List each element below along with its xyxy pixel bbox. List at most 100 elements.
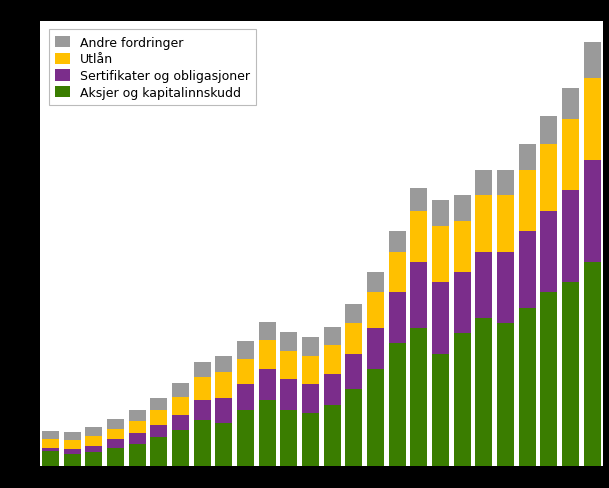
Bar: [562, 283, 579, 466]
Bar: [583, 262, 600, 466]
Bar: [497, 324, 514, 466]
Bar: [432, 226, 449, 283]
Bar: [63, 448, 80, 454]
Bar: [107, 440, 124, 447]
Bar: [128, 444, 146, 466]
Bar: [454, 222, 471, 272]
Bar: [583, 79, 600, 160]
Bar: [323, 374, 340, 405]
Bar: [280, 379, 297, 410]
Bar: [172, 415, 189, 430]
Bar: [410, 211, 427, 262]
Bar: [216, 423, 232, 466]
Bar: [237, 385, 254, 410]
Bar: [280, 410, 297, 466]
Bar: [410, 262, 427, 328]
Bar: [150, 398, 167, 410]
Bar: [302, 356, 319, 385]
Bar: [583, 43, 600, 79]
Bar: [345, 354, 362, 389]
Bar: [367, 293, 384, 328]
Bar: [237, 342, 254, 359]
Bar: [172, 384, 189, 397]
Bar: [345, 304, 362, 324]
Bar: [63, 432, 80, 441]
Bar: [128, 421, 146, 433]
Bar: [475, 196, 492, 252]
Legend: Andre fordringer, Utlån, Sertifikater og obligasjoner, Aksjer og kapitalinnskudd: Andre fordringer, Utlån, Sertifikater og…: [49, 30, 256, 106]
Bar: [194, 400, 211, 420]
Bar: [237, 410, 254, 466]
Bar: [237, 359, 254, 385]
Bar: [562, 191, 579, 283]
Bar: [540, 293, 557, 466]
Bar: [150, 425, 167, 438]
Bar: [519, 145, 535, 170]
Bar: [540, 145, 557, 211]
Bar: [302, 338, 319, 356]
Bar: [454, 334, 471, 466]
Bar: [562, 120, 579, 191]
Bar: [107, 419, 124, 429]
Bar: [280, 332, 297, 351]
Bar: [432, 201, 449, 226]
Bar: [432, 354, 449, 466]
Bar: [389, 344, 406, 466]
Bar: [128, 410, 146, 421]
Bar: [497, 252, 514, 324]
Bar: [259, 400, 275, 466]
Bar: [216, 398, 232, 423]
Bar: [302, 385, 319, 413]
Bar: [475, 170, 492, 196]
Bar: [410, 189, 427, 211]
Bar: [150, 410, 167, 425]
Bar: [519, 170, 535, 232]
Bar: [583, 160, 600, 262]
Bar: [389, 293, 406, 344]
Bar: [42, 440, 59, 447]
Bar: [194, 377, 211, 400]
Bar: [323, 346, 340, 374]
Bar: [302, 413, 319, 466]
Bar: [280, 351, 297, 379]
Bar: [540, 117, 557, 145]
Bar: [259, 369, 275, 400]
Bar: [519, 308, 535, 466]
Bar: [85, 452, 102, 466]
Bar: [172, 430, 189, 466]
Bar: [128, 433, 146, 444]
Bar: [107, 447, 124, 466]
Bar: [389, 252, 406, 293]
Bar: [194, 362, 211, 377]
Bar: [42, 451, 59, 466]
Bar: [345, 389, 362, 466]
Bar: [194, 420, 211, 466]
Bar: [410, 328, 427, 466]
Bar: [85, 436, 102, 446]
Bar: [107, 429, 124, 440]
Bar: [42, 431, 59, 440]
Bar: [42, 447, 59, 451]
Bar: [454, 196, 471, 222]
Bar: [562, 89, 579, 120]
Bar: [216, 356, 232, 372]
Bar: [323, 327, 340, 346]
Bar: [432, 283, 449, 354]
Bar: [540, 211, 557, 293]
Bar: [323, 405, 340, 466]
Bar: [475, 252, 492, 318]
Bar: [85, 446, 102, 452]
Bar: [519, 232, 535, 308]
Bar: [259, 341, 275, 369]
Bar: [367, 328, 384, 369]
Bar: [389, 232, 406, 252]
Bar: [454, 272, 471, 334]
Bar: [63, 454, 80, 466]
Bar: [367, 272, 384, 293]
Bar: [63, 441, 80, 448]
Bar: [367, 369, 384, 466]
Bar: [475, 318, 492, 466]
Bar: [497, 196, 514, 252]
Bar: [85, 427, 102, 436]
Bar: [150, 438, 167, 466]
